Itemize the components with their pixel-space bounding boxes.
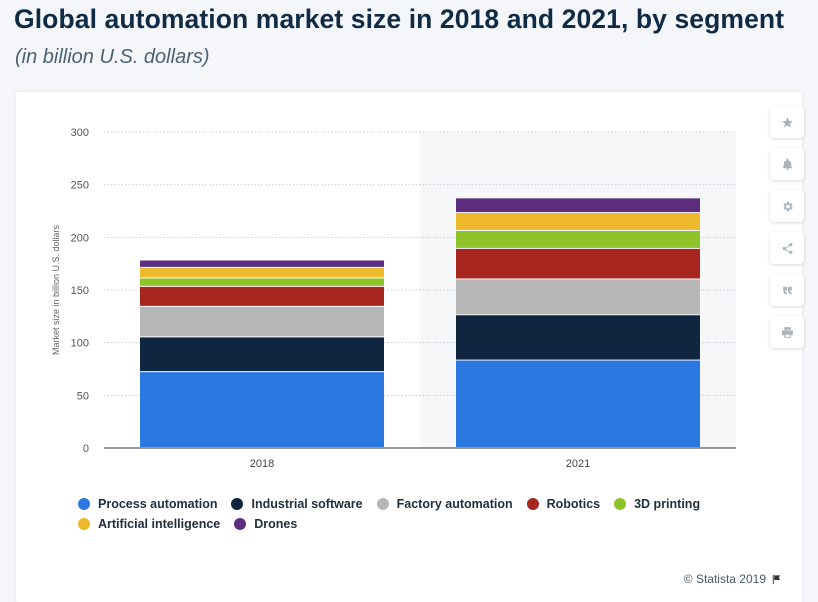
x-tick-label: 2021 — [566, 458, 590, 470]
y-axis-label: Market size in billion U.S. dollars — [51, 224, 61, 355]
bar-segment-3d-printing-2021 — [456, 231, 700, 248]
flag-icon — [772, 574, 781, 584]
chart-card: 0 50 100 150 200 250 300 Market size in billion… — [16, 92, 804, 602]
bar-segment-industrial-software-2018 — [140, 337, 384, 372]
print-button[interactable] — [770, 316, 804, 348]
legend-label: Factory automation — [396, 497, 513, 511]
chart-title: Global automation market size in 2018 an… — [14, 4, 785, 34]
y-tick-label: 50 — [77, 390, 89, 402]
bar-segment-artificial-intelligence-2021 — [456, 213, 700, 231]
bar-segment-factory-automation-2018 — [140, 306, 384, 337]
x-tick-label: 2018 — [250, 458, 274, 470]
quote-icon — [782, 286, 792, 294]
legend-swatch — [376, 498, 389, 510]
bar-segment-process-automation-2021 — [456, 360, 700, 447]
legend-label: Robotics — [546, 497, 601, 511]
print-icon — [781, 326, 793, 338]
bar-segment-process-automation-2018 — [140, 372, 384, 447]
bar-segment-artificial-intelligence-2018 — [140, 267, 384, 278]
settings-button[interactable] — [770, 190, 804, 222]
bell-icon — [782, 158, 792, 170]
bar-segment-drones-2021 — [456, 198, 700, 213]
legend-item[interactable]: Robotics — [526, 494, 601, 514]
notification-button[interactable] — [770, 148, 804, 180]
share-button[interactable] — [770, 232, 804, 264]
legend-label: Drones — [254, 517, 298, 531]
bar-segment-3d-printing-2018 — [140, 278, 384, 286]
legend-swatch — [526, 498, 539, 510]
legend-label: Artificial intelligence — [98, 517, 221, 531]
legend-swatch — [78, 518, 90, 530]
bar-segment-robotics-2021 — [456, 248, 700, 279]
y-tick-label: 300 — [71, 127, 89, 139]
legend-swatch — [78, 498, 90, 510]
legend-item[interactable]: 3D printing — [614, 494, 700, 514]
legend-item[interactable]: Process automation — [78, 494, 217, 514]
legend-label: Process automation — [98, 497, 218, 511]
favorite-button[interactable] — [770, 106, 804, 138]
chart-subtitle: (in billion U.S. dollars) — [15, 46, 210, 68]
legend-item[interactable]: Factory automation — [376, 494, 513, 514]
legend-swatch — [234, 518, 247, 530]
y-tick-label: 150 — [71, 285, 89, 297]
statista-credit[interactable]: © Statista 2019 — [684, 572, 782, 586]
bar-segment-robotics-2018 — [140, 286, 384, 306]
legend-label: Industrial software — [251, 497, 363, 511]
legend-item[interactable]: Industrial software — [231, 494, 363, 514]
legend-swatch — [614, 498, 627, 510]
stacked-bar-chart: 0 50 100 150 200 250 300 Market size in billion… — [51, 127, 736, 470]
y-tick-label: 250 — [71, 180, 89, 192]
y-tick-label: 100 — [71, 338, 89, 350]
star-icon — [781, 116, 793, 127]
gear-icon — [782, 201, 793, 211]
legend-swatch — [231, 498, 244, 510]
chart-legend: Process automation Industrial software Fac… — [78, 494, 738, 534]
bar-segment-industrial-software-2021 — [456, 315, 700, 360]
legend-label: 3D printing — [634, 497, 701, 511]
bar-segment-drones-2018 — [140, 260, 384, 267]
legend-item[interactable]: Drones — [234, 514, 297, 534]
y-tick-label: 200 — [71, 232, 89, 244]
credit-text: © Statista 2019 — [683, 572, 766, 586]
cite-button[interactable] — [770, 274, 804, 306]
y-tick-label: 0 — [83, 443, 89, 455]
share-icon — [782, 242, 792, 254]
legend-item[interactable]: Artificial intelligence — [78, 514, 220, 534]
bar-segment-factory-automation-2021 — [456, 279, 700, 315]
